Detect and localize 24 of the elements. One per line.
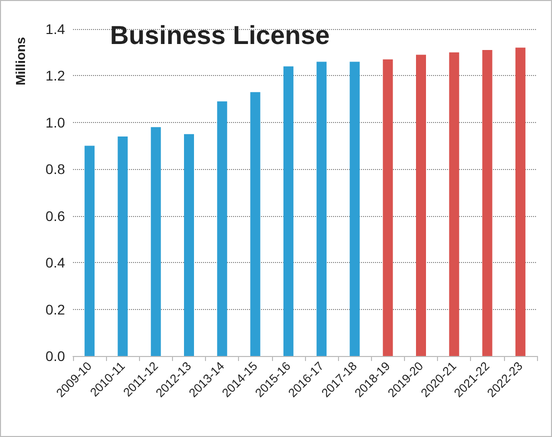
y-tick-label: 1.4 bbox=[46, 21, 66, 37]
y-tick-label: 1.2 bbox=[46, 68, 66, 84]
bar bbox=[350, 62, 360, 356]
bar bbox=[482, 50, 492, 356]
y-tick-label: 0.8 bbox=[46, 161, 66, 178]
y-tick-label: 0.4 bbox=[46, 254, 66, 271]
bar bbox=[382, 59, 393, 356]
y-tick-label: 0.6 bbox=[46, 208, 66, 224]
bar bbox=[84, 146, 95, 356]
bar bbox=[316, 62, 327, 356]
bar bbox=[118, 136, 128, 356]
y-tick-label: 1.0 bbox=[46, 114, 66, 130]
bar bbox=[250, 92, 260, 356]
y-tick-label: 0.0 bbox=[46, 348, 66, 364]
bar bbox=[416, 54, 426, 356]
bar bbox=[184, 134, 194, 356]
y-tick-label: 0.2 bbox=[46, 301, 66, 318]
bar bbox=[217, 101, 228, 356]
bar bbox=[515, 48, 526, 356]
bar bbox=[283, 66, 294, 356]
bar bbox=[150, 127, 161, 356]
bar bbox=[449, 52, 460, 356]
y-axis-title: Millions bbox=[13, 37, 28, 86]
chart-title: Business License bbox=[110, 20, 330, 50]
